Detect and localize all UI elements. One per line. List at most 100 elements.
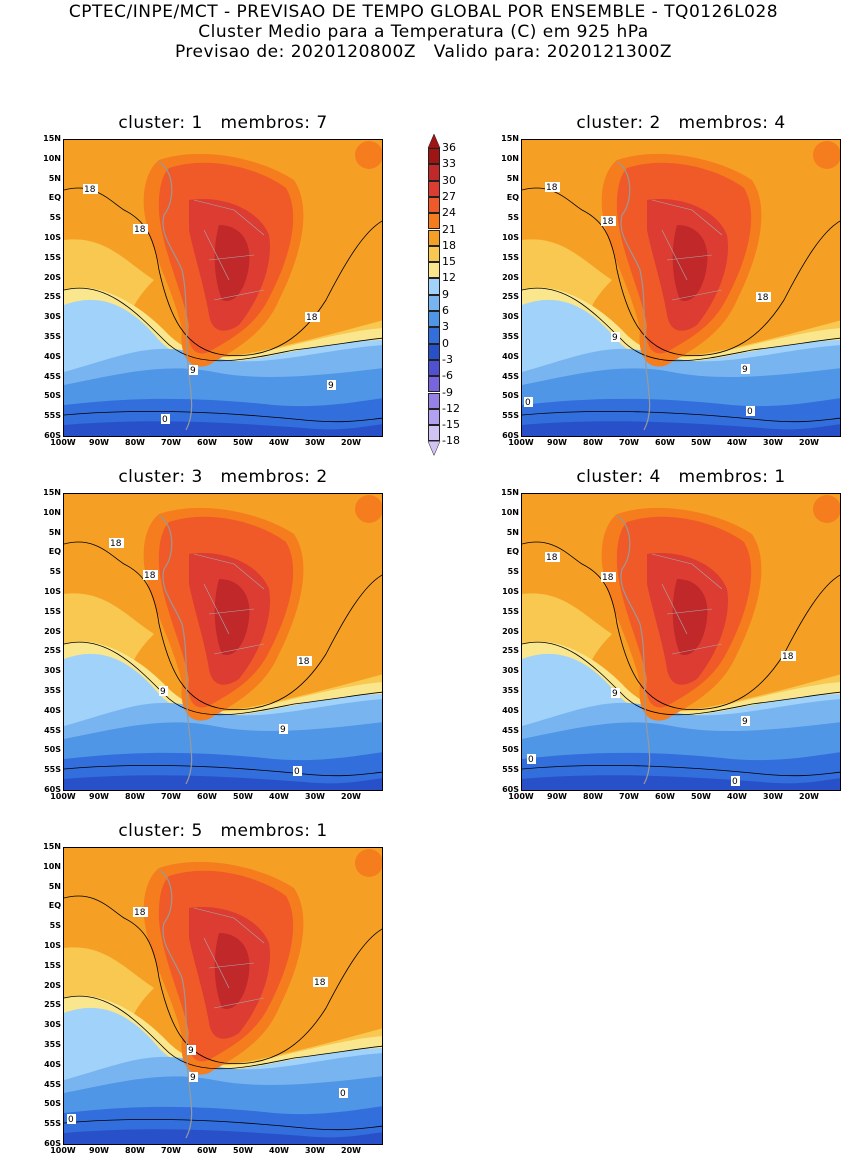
latitude-label: 55S <box>44 1119 61 1129</box>
colorbar-swatch <box>428 408 440 426</box>
longitude-label: 40W <box>727 792 747 801</box>
latitude-label: 15N <box>501 134 519 143</box>
map-svg: 18 18 18 9 9 0 <box>64 494 382 790</box>
latitude-label: 50S <box>44 1099 61 1109</box>
longitude-label: 40W <box>269 792 289 801</box>
longitude-label: 50W <box>233 1146 253 1155</box>
longitude-label: 30W <box>763 438 783 447</box>
latitude-label: 20S <box>502 626 519 636</box>
latitude-label: 10S <box>44 941 61 950</box>
longitude-label: 20W <box>341 438 361 447</box>
longitude-label: 80W <box>583 438 603 447</box>
latitude-label: 25S <box>502 646 519 656</box>
colorbar-label: 33 <box>442 157 456 171</box>
contour-label: 9 <box>741 716 750 727</box>
temperature-map: 18 18 18 9 9 0 <box>63 139 383 437</box>
svg-text:9: 9 <box>612 333 618 343</box>
latitude-label: 60S <box>44 1139 61 1148</box>
longitude-label: 70W <box>161 438 181 447</box>
contour-label: 18 <box>297 656 312 667</box>
contour-label: 9 <box>189 365 198 376</box>
colorbar-label: -3 <box>442 352 453 366</box>
svg-text:18: 18 <box>782 652 794 662</box>
contour-label: 0 <box>731 776 740 787</box>
svg-text:0: 0 <box>340 1089 346 1099</box>
longitude-label: 60W <box>197 438 217 447</box>
colorbar-swatch <box>428 376 440 393</box>
colorbar-label: 3 <box>442 320 449 334</box>
contour-label: 0 <box>339 1088 348 1099</box>
latitude-label: 10N <box>43 861 61 871</box>
latitude-label: 45S <box>502 725 519 735</box>
latitude-label: 60S <box>502 431 519 440</box>
latitude-label: 60S <box>44 785 61 794</box>
longitude-label: 90W <box>89 1146 109 1155</box>
contour-label: 9 <box>189 1072 198 1083</box>
longitude-label: 20W <box>341 1146 361 1155</box>
colorbar-label: 21 <box>442 222 456 236</box>
latitude-label: 40S <box>502 351 519 361</box>
temperature-map: 18 18 9 9 0 0 <box>63 847 383 1145</box>
longitude-label: 100W <box>508 438 534 447</box>
latitude-label: 55S <box>502 765 519 775</box>
latitude-label: 5N <box>506 173 519 183</box>
latitude-label: 20S <box>502 272 519 282</box>
colorbar-swatch <box>428 392 440 409</box>
longitude-label: 100W <box>508 792 534 801</box>
latitude-label: 25S <box>44 1000 61 1010</box>
colorbar-label: 9 <box>442 287 449 301</box>
latitude-label: 15S <box>502 252 519 262</box>
latitude-label: 5S <box>49 567 61 577</box>
latitude-label: 10S <box>44 233 61 242</box>
svg-text:0: 0 <box>68 1115 74 1125</box>
colorbar-label: -6 <box>442 369 453 383</box>
header-line-2: Cluster Medio para a Temperatura (C) em … <box>198 22 649 42</box>
colorbar-swatch <box>428 164 440 181</box>
panel-title: cluster: 5 membros: 1 <box>118 821 328 841</box>
latitude-label: 60S <box>44 431 61 440</box>
longitude-label: 20W <box>799 792 819 801</box>
panel-title: cluster: 3 membros: 2 <box>118 467 328 487</box>
latitude-label: EQ <box>48 193 61 203</box>
latitude-label: 30S <box>44 1020 61 1030</box>
colorbar-label: 12 <box>442 271 456 285</box>
latitude-label: 10N <box>43 153 61 163</box>
temperature-map: 18 18 18 9 9 0 0 <box>521 139 841 437</box>
temperature-map: 18 18 18 9 9 0 0 <box>521 493 841 791</box>
latitude-label: 45S <box>502 371 519 381</box>
colorbar-swatch <box>428 343 440 360</box>
longitude-label: 50W <box>691 792 711 801</box>
longitude-label: 100W <box>50 438 76 447</box>
contour-label: 18 <box>756 292 771 303</box>
colorbar-arrows <box>427 133 441 457</box>
contour-label: 9 <box>159 686 168 697</box>
header-line-1: CPTEC/INPE/MCT - PREVISAO DE TEMPO GLOBA… <box>68 2 779 22</box>
contour-label: 18 <box>601 216 616 227</box>
contour-label: 18 <box>545 182 560 193</box>
svg-text:0: 0 <box>162 415 168 425</box>
latitude-label: 35S <box>502 686 519 695</box>
latitude-label: 10N <box>501 153 519 163</box>
longitude-label: 60W <box>655 438 675 447</box>
latitude-label: 35S <box>44 686 61 695</box>
panel-title: cluster: 4 membros: 1 <box>576 467 786 487</box>
svg-text:18: 18 <box>602 217 614 227</box>
latitude-label: 30S <box>44 666 61 676</box>
map-svg: 18 18 18 9 9 0 0 <box>522 140 840 436</box>
longitude-label: 40W <box>727 438 747 447</box>
contour-label: 18 <box>313 977 328 988</box>
latitude-label: EQ <box>48 901 61 911</box>
latitude-label: 55S <box>44 411 61 421</box>
longitude-label: 60W <box>655 792 675 801</box>
svg-text:9: 9 <box>742 365 748 375</box>
contour-label: 9 <box>741 364 750 375</box>
svg-text:18: 18 <box>546 183 558 193</box>
svg-text:0: 0 <box>732 777 738 787</box>
svg-text:9: 9 <box>328 381 334 391</box>
longitude-label: 40W <box>269 438 289 447</box>
contour-label: 0 <box>746 406 755 417</box>
contour-label: 0 <box>161 414 170 425</box>
svg-text:9: 9 <box>612 689 618 699</box>
longitude-label: 30W <box>305 792 325 801</box>
panel-title: cluster: 2 membros: 4 <box>576 113 786 133</box>
